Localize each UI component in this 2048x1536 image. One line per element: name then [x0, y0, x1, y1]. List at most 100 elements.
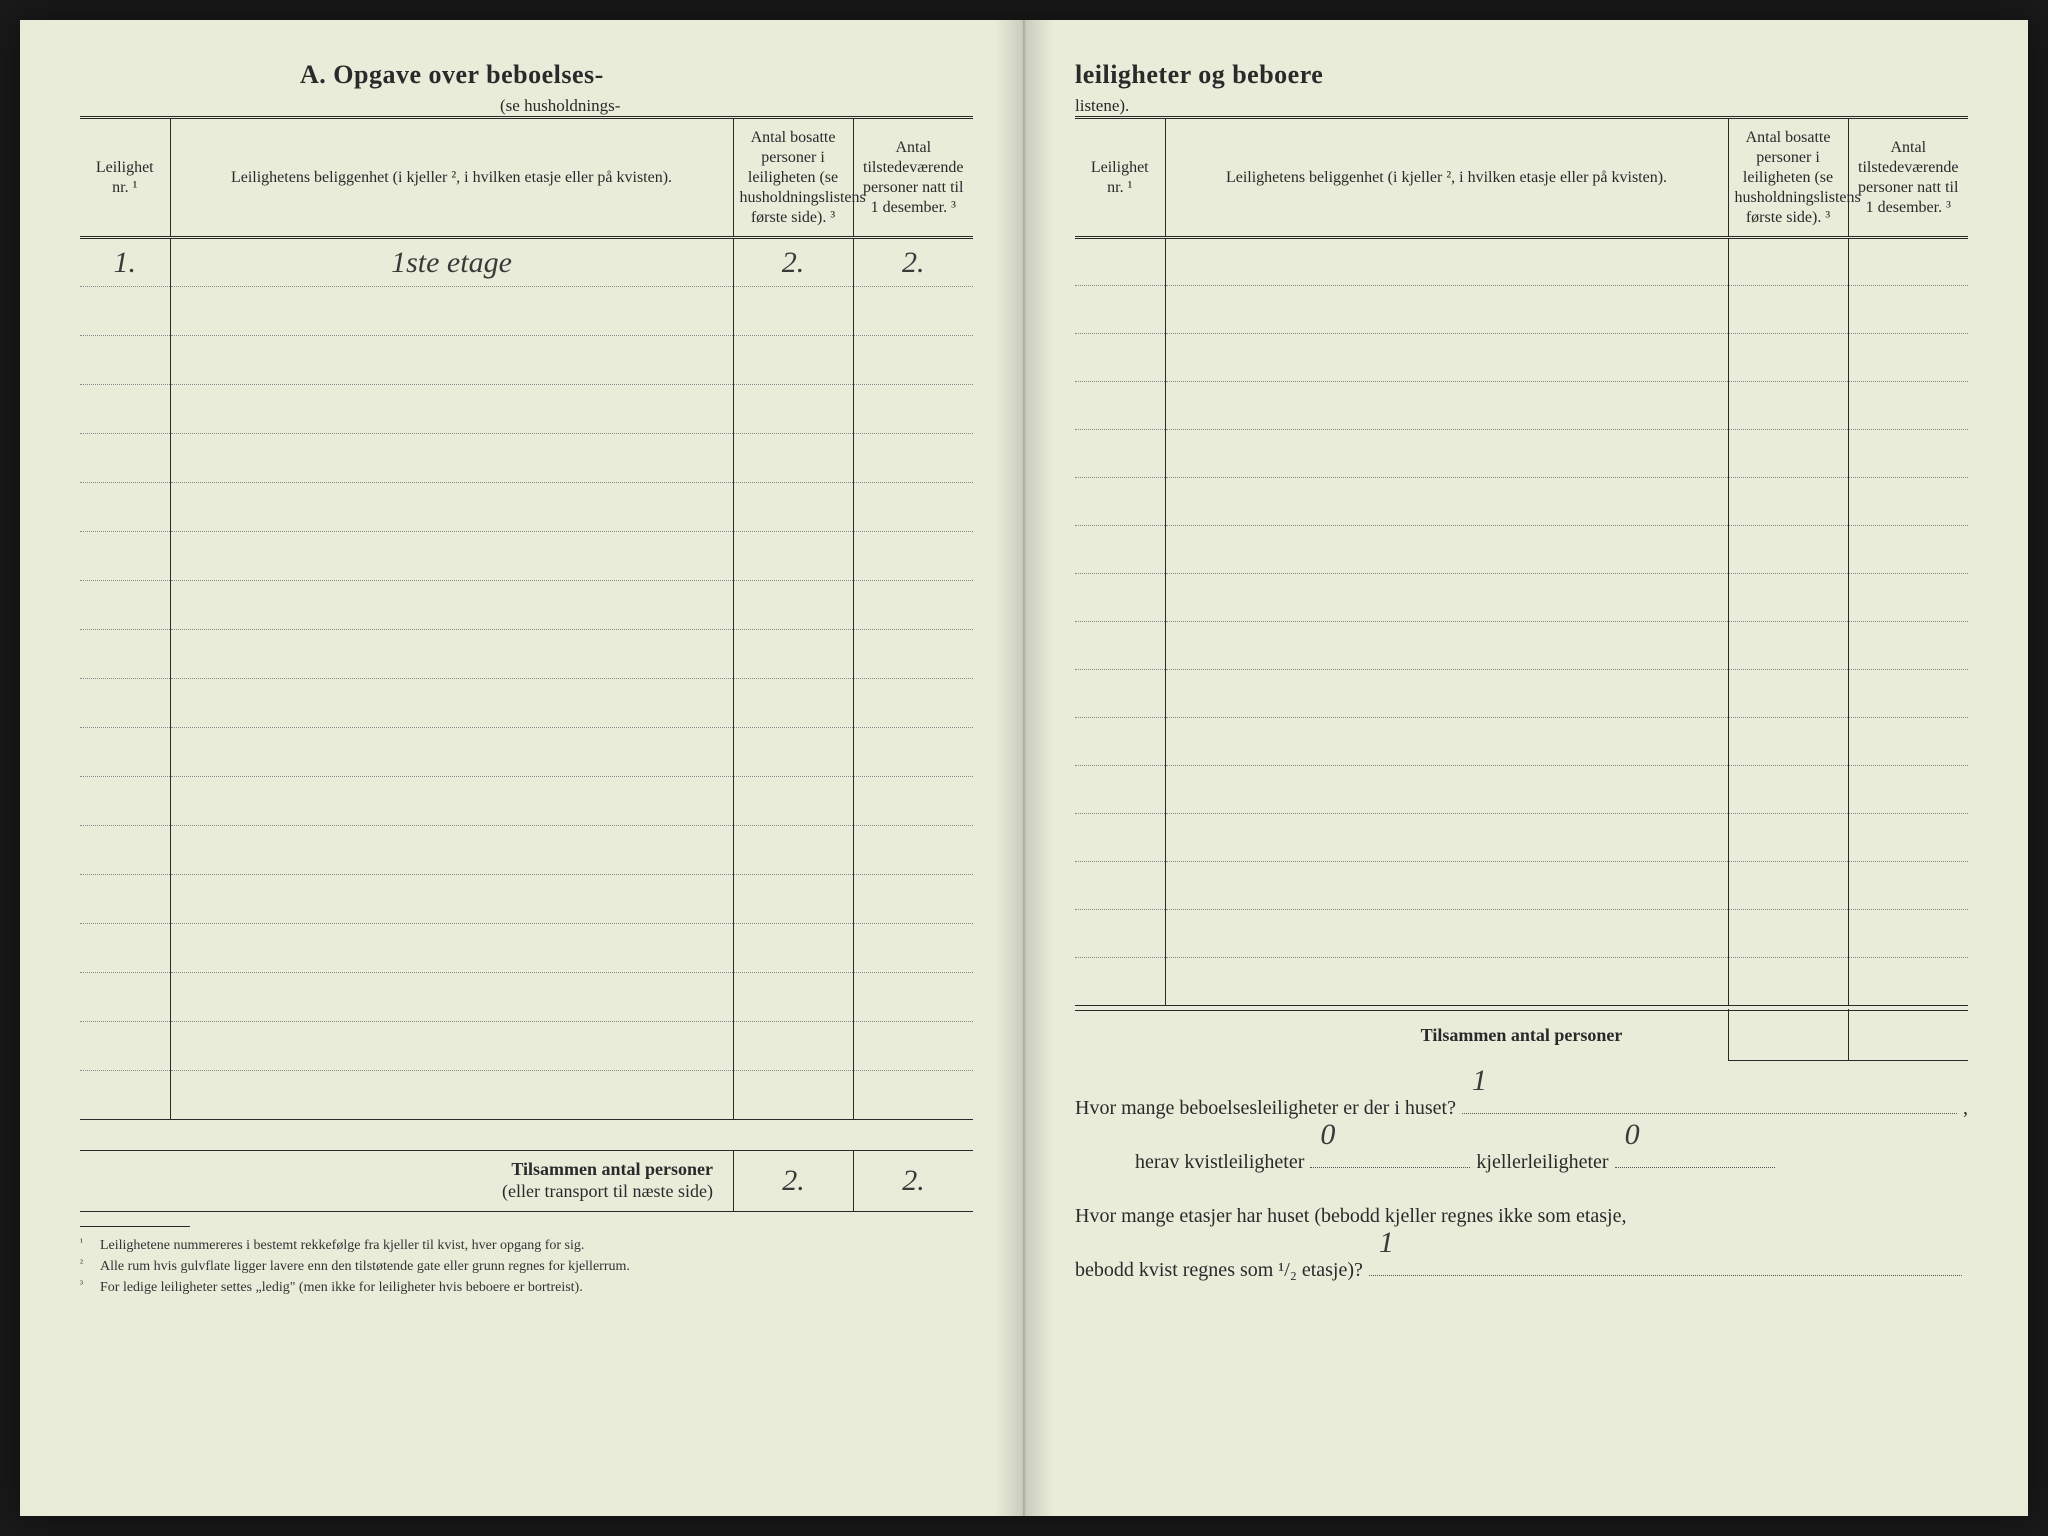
table-cell [1848, 670, 1968, 718]
left-page: A. Opgave over beboelses- (se husholdnin… [20, 20, 1024, 1516]
answer-field: 1 [1462, 1092, 1957, 1114]
footnote: ³For ledige leiligheter settes „ledig" (… [80, 1277, 973, 1298]
table-cell [1165, 238, 1728, 286]
table-cell [170, 434, 733, 483]
col-header: Leilighetens beliggenhet (i kjeller ², i… [170, 118, 733, 238]
table-cell [1848, 334, 1968, 382]
table-cell [1075, 766, 1165, 814]
table-cell [853, 1071, 973, 1120]
table-cell [733, 777, 853, 826]
answer-field: 1 [1369, 1254, 1962, 1276]
document-spread: A. Opgave over beboelses- (se husholdnin… [20, 20, 2028, 1516]
table-row [1075, 574, 1968, 622]
table-cell [1728, 670, 1848, 718]
table-row [80, 679, 973, 728]
table-cell [1848, 766, 1968, 814]
table-cell [170, 875, 733, 924]
table-cell [1728, 718, 1848, 766]
table-cell [1165, 766, 1728, 814]
table-cell [1165, 574, 1728, 622]
table-cell [1848, 718, 1968, 766]
footnote-rule [80, 1226, 190, 1227]
table-cell [1075, 238, 1165, 286]
page-subtitle-left: (se husholdnings- [500, 96, 620, 116]
table-cell [1075, 910, 1165, 958]
table-row [1075, 238, 1968, 286]
table-cell: 1. [80, 238, 170, 287]
totals-label-bold: Tilsammen antal personer [511, 1159, 713, 1179]
table-cell [1848, 574, 1968, 622]
questions-block: Hvor mange beboelsesleiligheter er der i… [1075, 1084, 1968, 1294]
table-cell [170, 679, 733, 728]
table-cell [1075, 574, 1165, 622]
table-cell [733, 875, 853, 924]
table-cell [1728, 430, 1848, 478]
totals-row-left: Tilsammen antal personer (eller transpor… [80, 1150, 973, 1212]
table-cell: 2. [733, 238, 853, 287]
table-cell [853, 924, 973, 973]
col-header: Antal tilstedeværende personer natt til … [853, 118, 973, 238]
table-cell [1075, 670, 1165, 718]
table-row: 1.1ste etage2.2. [80, 238, 973, 287]
table-cell [80, 630, 170, 679]
table-cell: 2. [853, 238, 973, 287]
table-cell [1848, 862, 1968, 910]
table-cell [170, 532, 733, 581]
table-row [80, 385, 973, 434]
census-table-right: Leilighet nr. ¹ Leilighetens beliggenhet… [1075, 116, 1968, 1006]
table-cell [1165, 622, 1728, 670]
table-cell [733, 434, 853, 483]
table-cell [853, 875, 973, 924]
table-cell [1165, 910, 1728, 958]
table-cell [853, 973, 973, 1022]
table-row [1075, 814, 1968, 862]
table-row [80, 1022, 973, 1071]
table-cell [1165, 670, 1728, 718]
footnote: ²Alle rum hvis gulvflate ligger lavere e… [80, 1256, 973, 1277]
table-row [1075, 766, 1968, 814]
question-1: Hvor mange beboelsesleiligheter er der i… [1075, 1084, 1968, 1132]
table-cell [1165, 430, 1728, 478]
table-row [1075, 382, 1968, 430]
table-cell [1728, 478, 1848, 526]
table-cell [1165, 478, 1728, 526]
table-cell [1075, 430, 1165, 478]
col-header: Antal bosatte personer i leiligheten (se… [733, 118, 853, 238]
table-header-row: Leilighet nr. ¹ Leilighetens beliggenhet… [1075, 118, 1968, 238]
table-cell [1075, 478, 1165, 526]
table-cell [853, 679, 973, 728]
table-cell [853, 826, 973, 875]
table-row [1075, 334, 1968, 382]
table-row [80, 826, 973, 875]
table-cell [170, 924, 733, 973]
col-header: Leilighet nr. ¹ [80, 118, 170, 238]
table-cell [853, 1022, 973, 1071]
table-row [80, 777, 973, 826]
table-row [1075, 958, 1968, 1006]
table-cell [80, 875, 170, 924]
table-row [1075, 910, 1968, 958]
table-row [80, 630, 973, 679]
table-cell [1848, 622, 1968, 670]
table-cell [733, 581, 853, 630]
table-cell [80, 532, 170, 581]
table-cell [80, 826, 170, 875]
table-cell [733, 924, 853, 973]
table-row [80, 973, 973, 1022]
table-row [1075, 430, 1968, 478]
table-cell [170, 973, 733, 1022]
col-header: Leilighetens beliggenhet (i kjeller ², i… [1165, 118, 1728, 238]
table-cell [1075, 622, 1165, 670]
totals-present: 2. [853, 1151, 973, 1211]
table-cell [853, 385, 973, 434]
table-cell [1848, 382, 1968, 430]
table-cell [1728, 814, 1848, 862]
totals-label-sub: (eller transport til næste side) [502, 1181, 713, 1201]
table-cell [1075, 958, 1165, 1006]
table-cell [733, 728, 853, 777]
table-cell [1728, 238, 1848, 286]
table-cell [170, 483, 733, 532]
table-header-row: Leilighet nr. ¹ Leilighetens beliggenhet… [80, 118, 973, 238]
footnotes: ¹Leilighetene nummereres i bestemt rekke… [80, 1226, 973, 1298]
table-row [80, 483, 973, 532]
